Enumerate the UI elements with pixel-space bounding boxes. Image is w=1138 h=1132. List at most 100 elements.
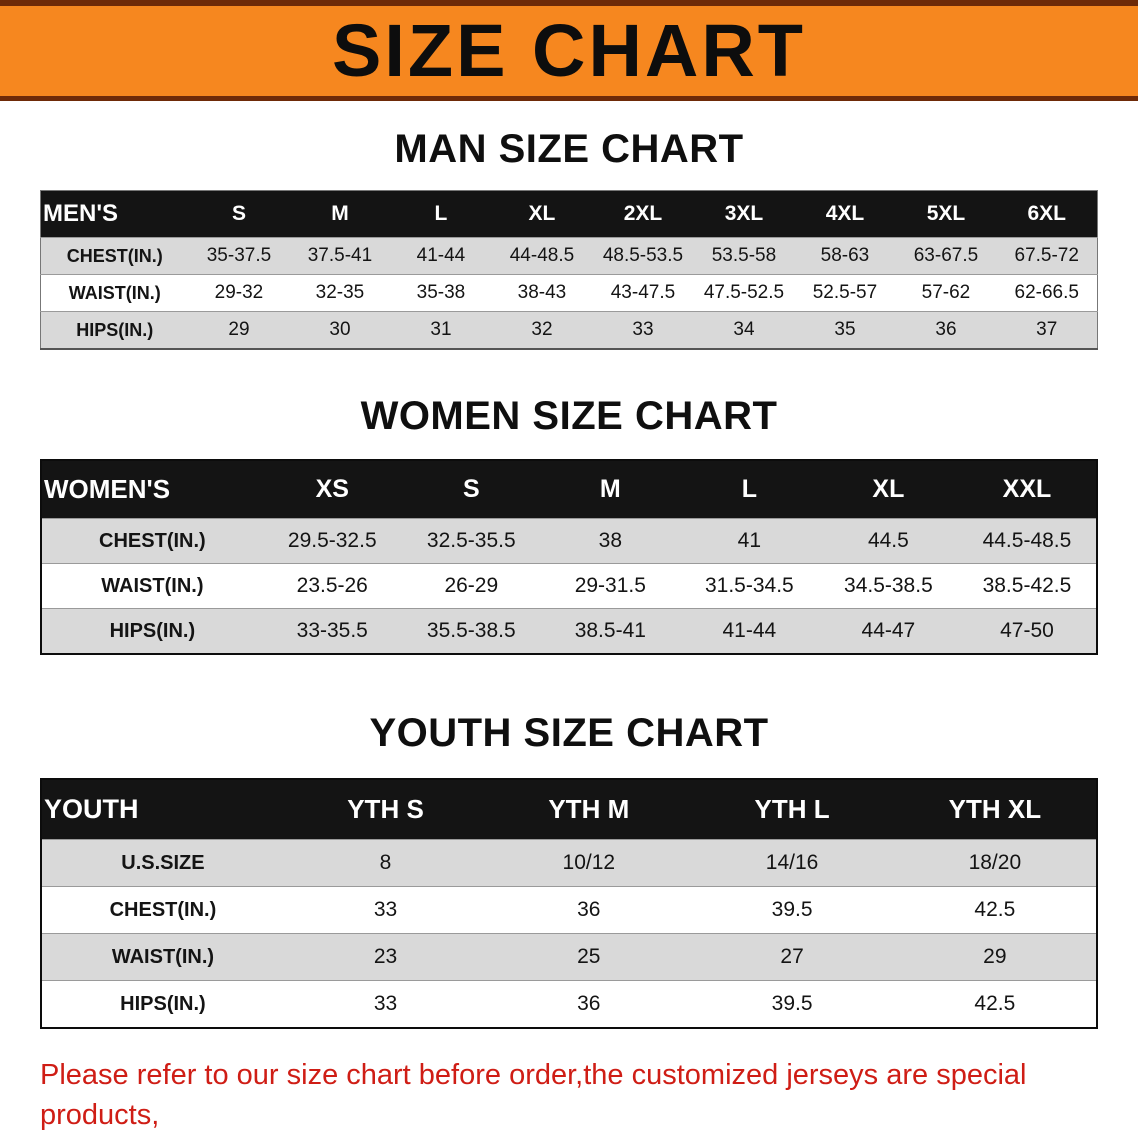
- measurement-value: 38.5-41: [540, 608, 680, 654]
- size-header-cell: L: [679, 460, 819, 519]
- women-size-chart-heading: WOMEN SIZE CHART: [360, 394, 778, 438]
- measurement-value: 30: [289, 311, 391, 349]
- size-header-cell: XL: [818, 460, 958, 519]
- womens-size-table-container: WOMEN'S XS S M L XL XXL CHEST(IN.) 29.5-32.5 32.5…: [40, 459, 1098, 655]
- measurement-value: 44.5: [818, 518, 958, 564]
- measurement-value: 8: [283, 839, 488, 887]
- size-chart-title: SIZE CHART: [332, 9, 806, 92]
- measurement-value: 23: [283, 933, 488, 981]
- table-header-row: WOMEN'S XS S M L XL XXL: [41, 460, 1097, 519]
- measurement-value: 58-63: [794, 237, 896, 275]
- measurement-value: 47.5-52.5: [693, 274, 795, 312]
- measurement-value: 35-38: [390, 274, 492, 312]
- table-row: CHEST(IN.) 29.5-32.5 32.5-35.5 38 41 44.5 44.5…: [41, 518, 1097, 564]
- table-row: HIPS(IN.) 33 36 39.5 42.5: [41, 980, 1097, 1028]
- size-header-cell: S: [188, 190, 290, 238]
- womens-size-table: WOMEN'S XS S M L XL XXL CHEST(IN.) 29.5-32.5 32.5…: [40, 459, 1098, 655]
- size-header-cell: 4XL: [794, 190, 896, 238]
- measurement-value: 32-35: [289, 274, 391, 312]
- measurement-value: 42.5: [893, 980, 1097, 1028]
- measurement-value: 42.5: [893, 886, 1097, 934]
- table-header-row: MEN'S S M L XL 2XL 3XL 4XL 5XL 6XL: [40, 190, 1098, 238]
- measurement-value: 38.5-42.5: [957, 563, 1097, 609]
- measurement-value: 34.5-38.5: [818, 563, 958, 609]
- measurement-value: 67.5-72: [996, 237, 1098, 275]
- measurement-label: HIPS(IN.): [41, 980, 284, 1028]
- measurement-value: 38-43: [491, 274, 593, 312]
- measurement-value: 36: [487, 886, 691, 934]
- measurement-value: 29-32: [188, 274, 290, 312]
- measurement-value: 33: [592, 311, 694, 349]
- disclaimer-line-1: Please refer to our size chart before or…: [40, 1059, 1027, 1132]
- measurement-value: 35-37.5: [188, 237, 290, 275]
- disclaimer-text: Please refer to our size chart before or…: [40, 1029, 1098, 1132]
- measurement-value: 27: [690, 933, 894, 981]
- measurement-value: 29-31.5: [540, 563, 680, 609]
- man-size-chart-heading: MAN SIZE CHART: [394, 127, 744, 171]
- measurement-value: 41: [679, 518, 819, 564]
- size-header-cell: YTH S: [283, 779, 488, 840]
- measurement-value: 14/16: [690, 839, 894, 887]
- measurement-value: 38: [540, 518, 680, 564]
- measurement-value: 18/20: [893, 839, 1097, 887]
- size-header-cell: M: [540, 460, 680, 519]
- size-header-cell: XL: [491, 190, 593, 238]
- table-title-cell: MEN'S: [40, 190, 189, 238]
- measurement-value: 29.5-32.5: [262, 518, 402, 564]
- measurement-value: 62-66.5: [996, 274, 1098, 312]
- measurement-value: 37.5-41: [289, 237, 391, 275]
- measurement-value: 44.5-48.5: [957, 518, 1097, 564]
- measurement-value: 43-47.5: [592, 274, 694, 312]
- size-header-cell: YTH XL: [893, 779, 1097, 840]
- measurement-label: WAIST(IN.): [40, 274, 189, 312]
- table-title-cell: WOMEN'S: [41, 460, 263, 519]
- measurement-label: HIPS(IN.): [40, 311, 189, 349]
- table-row: HIPS(IN.) 29 30 31 32 33 34 35 36 37: [40, 311, 1098, 349]
- table-row: WAIST(IN.) 29-32 32-35 35-38 38-43 43-47.5 47.…: [40, 274, 1098, 312]
- measurement-label: WAIST(IN.): [41, 933, 284, 981]
- mens-size-table: MEN'S S M L XL 2XL 3XL 4XL 5XL 6XL CHEST(IN.) 35-37…: [40, 190, 1098, 350]
- measurement-value: 35: [794, 311, 896, 349]
- measurement-value: 25: [487, 933, 691, 981]
- size-header-cell: XS: [262, 460, 402, 519]
- size-header-cell: 5XL: [895, 190, 997, 238]
- size-header-cell: YTH M: [487, 779, 691, 840]
- size-header-cell: XXL: [957, 460, 1097, 519]
- measurement-value: 32.5-35.5: [401, 518, 541, 564]
- size-header-cell: 3XL: [693, 190, 795, 238]
- content-area: MAN SIZE CHART MEN'S S M L XL 2XL 3XL 4XL 5XL 6XL…: [0, 101, 1138, 1132]
- measurement-value: 31: [390, 311, 492, 349]
- table-title-cell: YOUTH: [41, 779, 284, 840]
- measurement-value: 36: [487, 980, 691, 1028]
- measurement-value: 48.5-53.5: [592, 237, 694, 275]
- measurement-value: 41-44: [679, 608, 819, 654]
- size-header-cell: YTH L: [690, 779, 894, 840]
- measurement-value: 35.5-38.5: [401, 608, 541, 654]
- measurement-label: U.S.SIZE: [41, 839, 284, 887]
- measurement-value: 34: [693, 311, 795, 349]
- measurement-label: CHEST(IN.): [41, 886, 284, 934]
- table-row: CHEST(IN.) 33 36 39.5 42.5: [41, 886, 1097, 934]
- measurement-value: 57-62: [895, 274, 997, 312]
- table-row: WAIST(IN.) 23 25 27 29: [41, 933, 1097, 981]
- measurement-value: 36: [895, 311, 997, 349]
- measurement-label: WAIST(IN.): [41, 563, 263, 609]
- measurement-value: 29: [188, 311, 290, 349]
- measurement-value: 52.5-57: [794, 274, 896, 312]
- measurement-value: 31.5-34.5: [679, 563, 819, 609]
- measurement-value: 44-47: [818, 608, 958, 654]
- measurement-value: 44-48.5: [491, 237, 593, 275]
- measurement-value: 33: [283, 980, 488, 1028]
- table-header-row: YOUTH YTH S YTH M YTH L YTH XL: [41, 779, 1097, 840]
- mens-size-table-container: MEN'S S M L XL 2XL 3XL 4XL 5XL 6XL CHEST(IN.) 35-37…: [40, 190, 1098, 350]
- measurement-value: 33-35.5: [262, 608, 402, 654]
- measurement-value: 23.5-26: [262, 563, 402, 609]
- size-header-cell: L: [390, 190, 492, 238]
- measurement-label: CHEST(IN.): [41, 518, 263, 564]
- table-row: HIPS(IN.) 33-35.5 35.5-38.5 38.5-41 41-44 44-…: [41, 608, 1097, 654]
- measurement-value: 39.5: [690, 980, 894, 1028]
- youth-size-table: YOUTH YTH S YTH M YTH L YTH XL U.S.SIZE 8 10/12…: [40, 778, 1098, 1029]
- measurement-value: 33: [283, 886, 488, 934]
- size-header-cell: S: [401, 460, 541, 519]
